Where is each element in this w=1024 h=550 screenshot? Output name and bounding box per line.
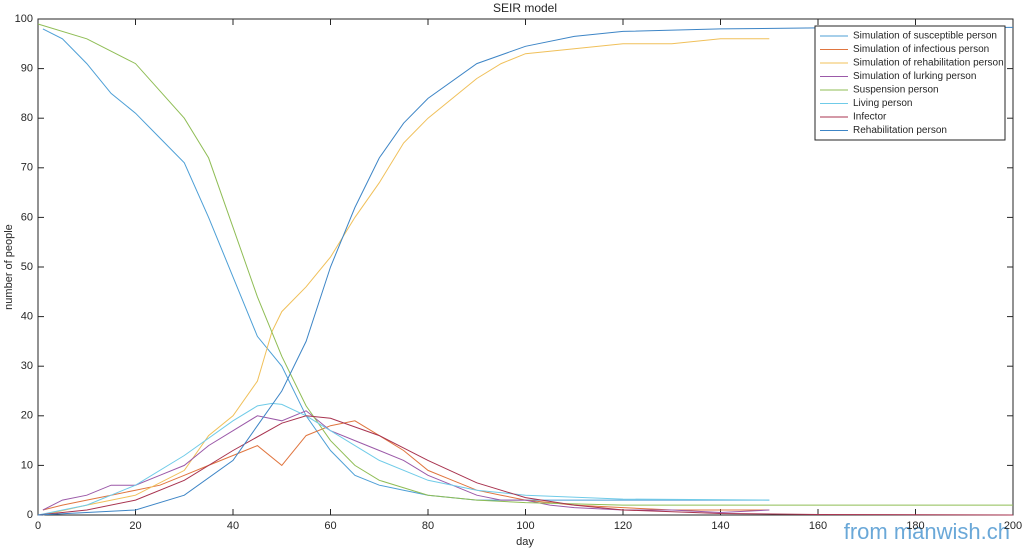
legend-label: Simulation of susceptible person <box>853 31 997 42</box>
x-tick-label: 40 <box>227 520 239 532</box>
y-tick-label: 10 <box>21 459 33 471</box>
line <box>42 38 770 516</box>
legend-box <box>814 25 1006 141</box>
x-tick-label: 20 <box>129 520 141 532</box>
legend-label: Living person <box>853 98 912 109</box>
legend-label: Suspension person <box>853 85 939 96</box>
x-tick-label: 100 <box>516 520 534 532</box>
legend-label: Simulation of infectious person <box>853 44 989 55</box>
y-tick-label: 20 <box>21 410 33 422</box>
x-tick-label: 60 <box>324 520 336 532</box>
line <box>37 402 770 516</box>
y-tick-label: 40 <box>21 311 33 323</box>
x-tick-label: 180 <box>906 520 924 532</box>
chart-title: SEIR model <box>493 1 557 15</box>
x-tick-label: 200 <box>1004 520 1022 532</box>
y-tick-label: 70 <box>21 162 33 174</box>
watermark: from manwish.ch <box>844 519 1010 544</box>
line <box>37 26 1014 516</box>
y-tick-label: 80 <box>21 112 33 124</box>
x-tick-label: 160 <box>809 520 827 532</box>
y-tick-label: 30 <box>21 360 33 372</box>
x-tick-label: 0 <box>35 520 41 532</box>
line <box>37 415 1014 516</box>
line <box>42 410 770 514</box>
y-tick-label: 90 <box>21 63 33 75</box>
line <box>42 28 770 501</box>
y-tick-label: 50 <box>21 261 33 273</box>
y-tick-label: 0 <box>27 509 33 521</box>
legend-label: Simulation of lurking person <box>853 71 976 82</box>
legend-label: Rehabilitation person <box>853 125 947 136</box>
line <box>42 420 770 511</box>
y-tick-label: 100 <box>15 13 33 25</box>
legend-label: Simulation of rehabilitation person <box>853 58 1004 69</box>
x-axis-label: day <box>516 536 534 548</box>
legend-label: Infector <box>853 112 887 123</box>
x-tick-label: 80 <box>422 520 434 532</box>
x-tick-label: 120 <box>614 520 632 532</box>
x-tick-label: 140 <box>711 520 729 532</box>
y-tick-label: 60 <box>21 211 33 223</box>
y-axis-label: number of people <box>3 224 15 310</box>
